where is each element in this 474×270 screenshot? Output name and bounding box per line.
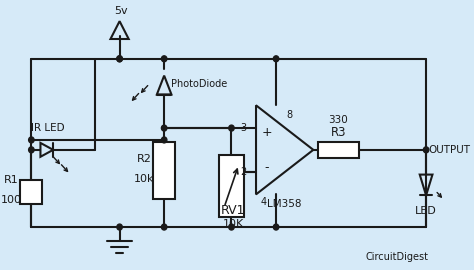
Text: LM358: LM358 [267,199,302,209]
Text: R2: R2 [137,154,152,164]
Text: CircuitDigest: CircuitDigest [365,252,428,262]
Circle shape [117,56,122,62]
Circle shape [117,224,122,230]
Text: 2: 2 [241,167,247,177]
Text: 10K: 10K [223,219,244,229]
Text: 100: 100 [1,195,22,205]
Circle shape [162,224,167,230]
Bar [20,180,42,204]
Text: 3: 3 [241,123,247,133]
Circle shape [423,147,429,153]
Text: 8: 8 [286,110,292,120]
Text: 1: 1 [320,145,327,155]
Text: LED: LED [415,206,437,216]
Text: 4: 4 [260,197,266,207]
Text: 330: 330 [328,115,348,125]
Bar [219,155,244,217]
Circle shape [229,125,234,131]
Text: -: - [264,161,269,174]
Text: 5v: 5v [115,6,128,16]
Text: +: + [262,126,272,139]
Text: R3: R3 [330,126,346,139]
Circle shape [273,56,279,62]
Text: OUTPUT: OUTPUT [428,145,470,155]
Circle shape [28,137,34,143]
Bar [153,142,175,199]
Text: RV1: RV1 [221,204,246,217]
Text: 10k: 10k [134,174,155,184]
Circle shape [162,56,167,62]
Bar [318,142,359,158]
Circle shape [117,56,122,62]
Circle shape [162,125,167,131]
Text: R1: R1 [4,175,19,185]
Text: IR LED: IR LED [31,123,65,133]
Circle shape [229,224,234,230]
Circle shape [162,137,167,143]
Circle shape [273,224,279,230]
Circle shape [28,147,34,153]
Text: PhotoDiode: PhotoDiode [172,79,228,89]
